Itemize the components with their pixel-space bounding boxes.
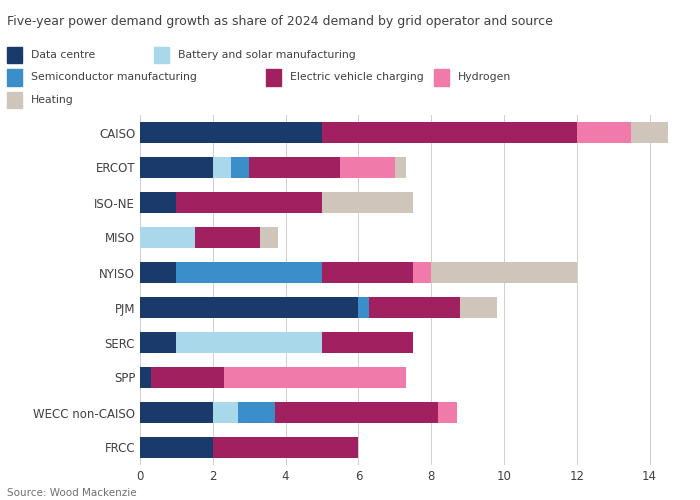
- Bar: [461, 296, 497, 318]
- Text: Five-year power demand growth as share of 2024 demand by grid operator and sourc: Five-year power demand growth as share o…: [7, 15, 553, 28]
- Bar: [151, 366, 224, 388]
- Bar: [140, 402, 213, 423]
- Bar: [438, 402, 456, 423]
- Text: Semiconductor manufacturing: Semiconductor manufacturing: [31, 72, 197, 83]
- Bar: [176, 332, 322, 353]
- Bar: [631, 122, 668, 144]
- Bar: [274, 402, 438, 423]
- Bar: [195, 226, 260, 248]
- Text: Battery and solar manufacturing: Battery and solar manufacturing: [178, 50, 356, 60]
- Text: Heating: Heating: [31, 95, 74, 105]
- Bar: [213, 156, 231, 178]
- Text: Data centre: Data centre: [31, 50, 95, 60]
- Bar: [231, 156, 249, 178]
- Bar: [140, 296, 358, 318]
- Bar: [413, 262, 431, 283]
- Bar: [370, 296, 461, 318]
- Bar: [322, 192, 413, 214]
- Text: Hydrogen: Hydrogen: [458, 72, 511, 83]
- Bar: [322, 332, 413, 353]
- Bar: [213, 436, 358, 458]
- Bar: [213, 402, 238, 423]
- Bar: [395, 156, 406, 178]
- Bar: [176, 192, 322, 214]
- Bar: [249, 156, 340, 178]
- Bar: [140, 262, 176, 283]
- Bar: [140, 332, 176, 353]
- Bar: [238, 402, 274, 423]
- Bar: [176, 262, 322, 283]
- Bar: [358, 296, 370, 318]
- Bar: [140, 192, 176, 214]
- Bar: [224, 366, 406, 388]
- Text: Source: Wood Mackenzie: Source: Wood Mackenzie: [7, 488, 136, 498]
- Bar: [577, 122, 631, 144]
- Bar: [140, 366, 151, 388]
- Bar: [431, 262, 577, 283]
- Bar: [140, 122, 322, 144]
- Bar: [140, 436, 213, 458]
- Bar: [260, 226, 279, 248]
- Text: Electric vehicle charging: Electric vehicle charging: [290, 72, 424, 83]
- Bar: [340, 156, 395, 178]
- Bar: [322, 122, 577, 144]
- Bar: [140, 226, 195, 248]
- Bar: [322, 262, 413, 283]
- Bar: [140, 156, 213, 178]
